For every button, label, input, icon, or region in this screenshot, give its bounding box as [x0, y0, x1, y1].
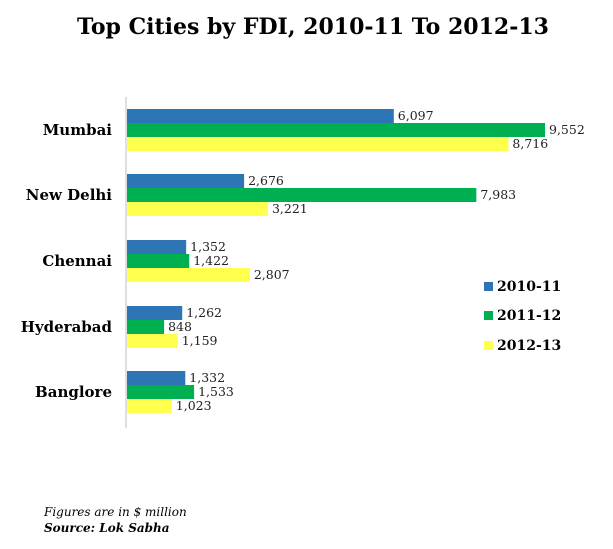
category-labels: Mumbai New Delhi Chennai Hyderabad Banglore	[21, 121, 113, 401]
bar	[127, 306, 183, 320]
data-label: 1,262	[186, 305, 222, 320]
legend: 2010-11 2011-12 2012-13	[484, 279, 561, 354]
data-label: 7,983	[480, 187, 516, 202]
data-label: 2,807	[254, 267, 290, 282]
category-label: New Delhi	[26, 186, 113, 204]
data-label: 1,159	[182, 333, 218, 348]
bar	[127, 137, 509, 151]
data-label: 9,552	[549, 122, 585, 137]
bar	[127, 202, 268, 216]
chart-title: Top Cities by FDI, 2010-11 To 2012-13	[77, 14, 549, 40]
data-label: 1,422	[193, 253, 229, 268]
bar	[127, 254, 190, 268]
legend-label: 2012-13	[497, 338, 561, 354]
bars	[127, 109, 545, 413]
data-label: 3,221	[272, 201, 308, 216]
legend-label: 2011-12	[497, 308, 561, 324]
data-label: 6,097	[398, 108, 434, 123]
category-label: Mumbai	[43, 121, 113, 139]
bar	[127, 334, 178, 348]
bar	[127, 240, 187, 254]
bar	[127, 174, 245, 188]
bar	[127, 399, 172, 413]
category-label: Hyderabad	[21, 318, 113, 336]
data-label: 1,332	[189, 370, 225, 385]
bar	[127, 123, 545, 137]
data-label: 1,352	[190, 239, 226, 254]
data-label: 848	[168, 319, 192, 334]
legend-swatch	[484, 311, 493, 320]
category-label: Banglore	[35, 383, 112, 401]
category-label: Chennai	[42, 252, 112, 270]
bar	[127, 188, 477, 202]
source-note: Source: Lok Sabha	[44, 521, 170, 535]
data-label: 1,533	[198, 384, 234, 399]
bar	[127, 320, 165, 334]
bar	[127, 371, 186, 385]
legend-swatch	[484, 341, 493, 350]
bar	[127, 109, 394, 123]
data-label: 2,676	[248, 173, 284, 188]
data-label: 1,023	[176, 398, 212, 413]
bar	[127, 385, 195, 399]
legend-swatch	[484, 282, 493, 291]
data-label: 8,716	[512, 136, 548, 151]
units-note: Figures are in $ million	[44, 505, 187, 519]
bar	[127, 268, 250, 282]
legend-label: 2010-11	[497, 279, 561, 295]
